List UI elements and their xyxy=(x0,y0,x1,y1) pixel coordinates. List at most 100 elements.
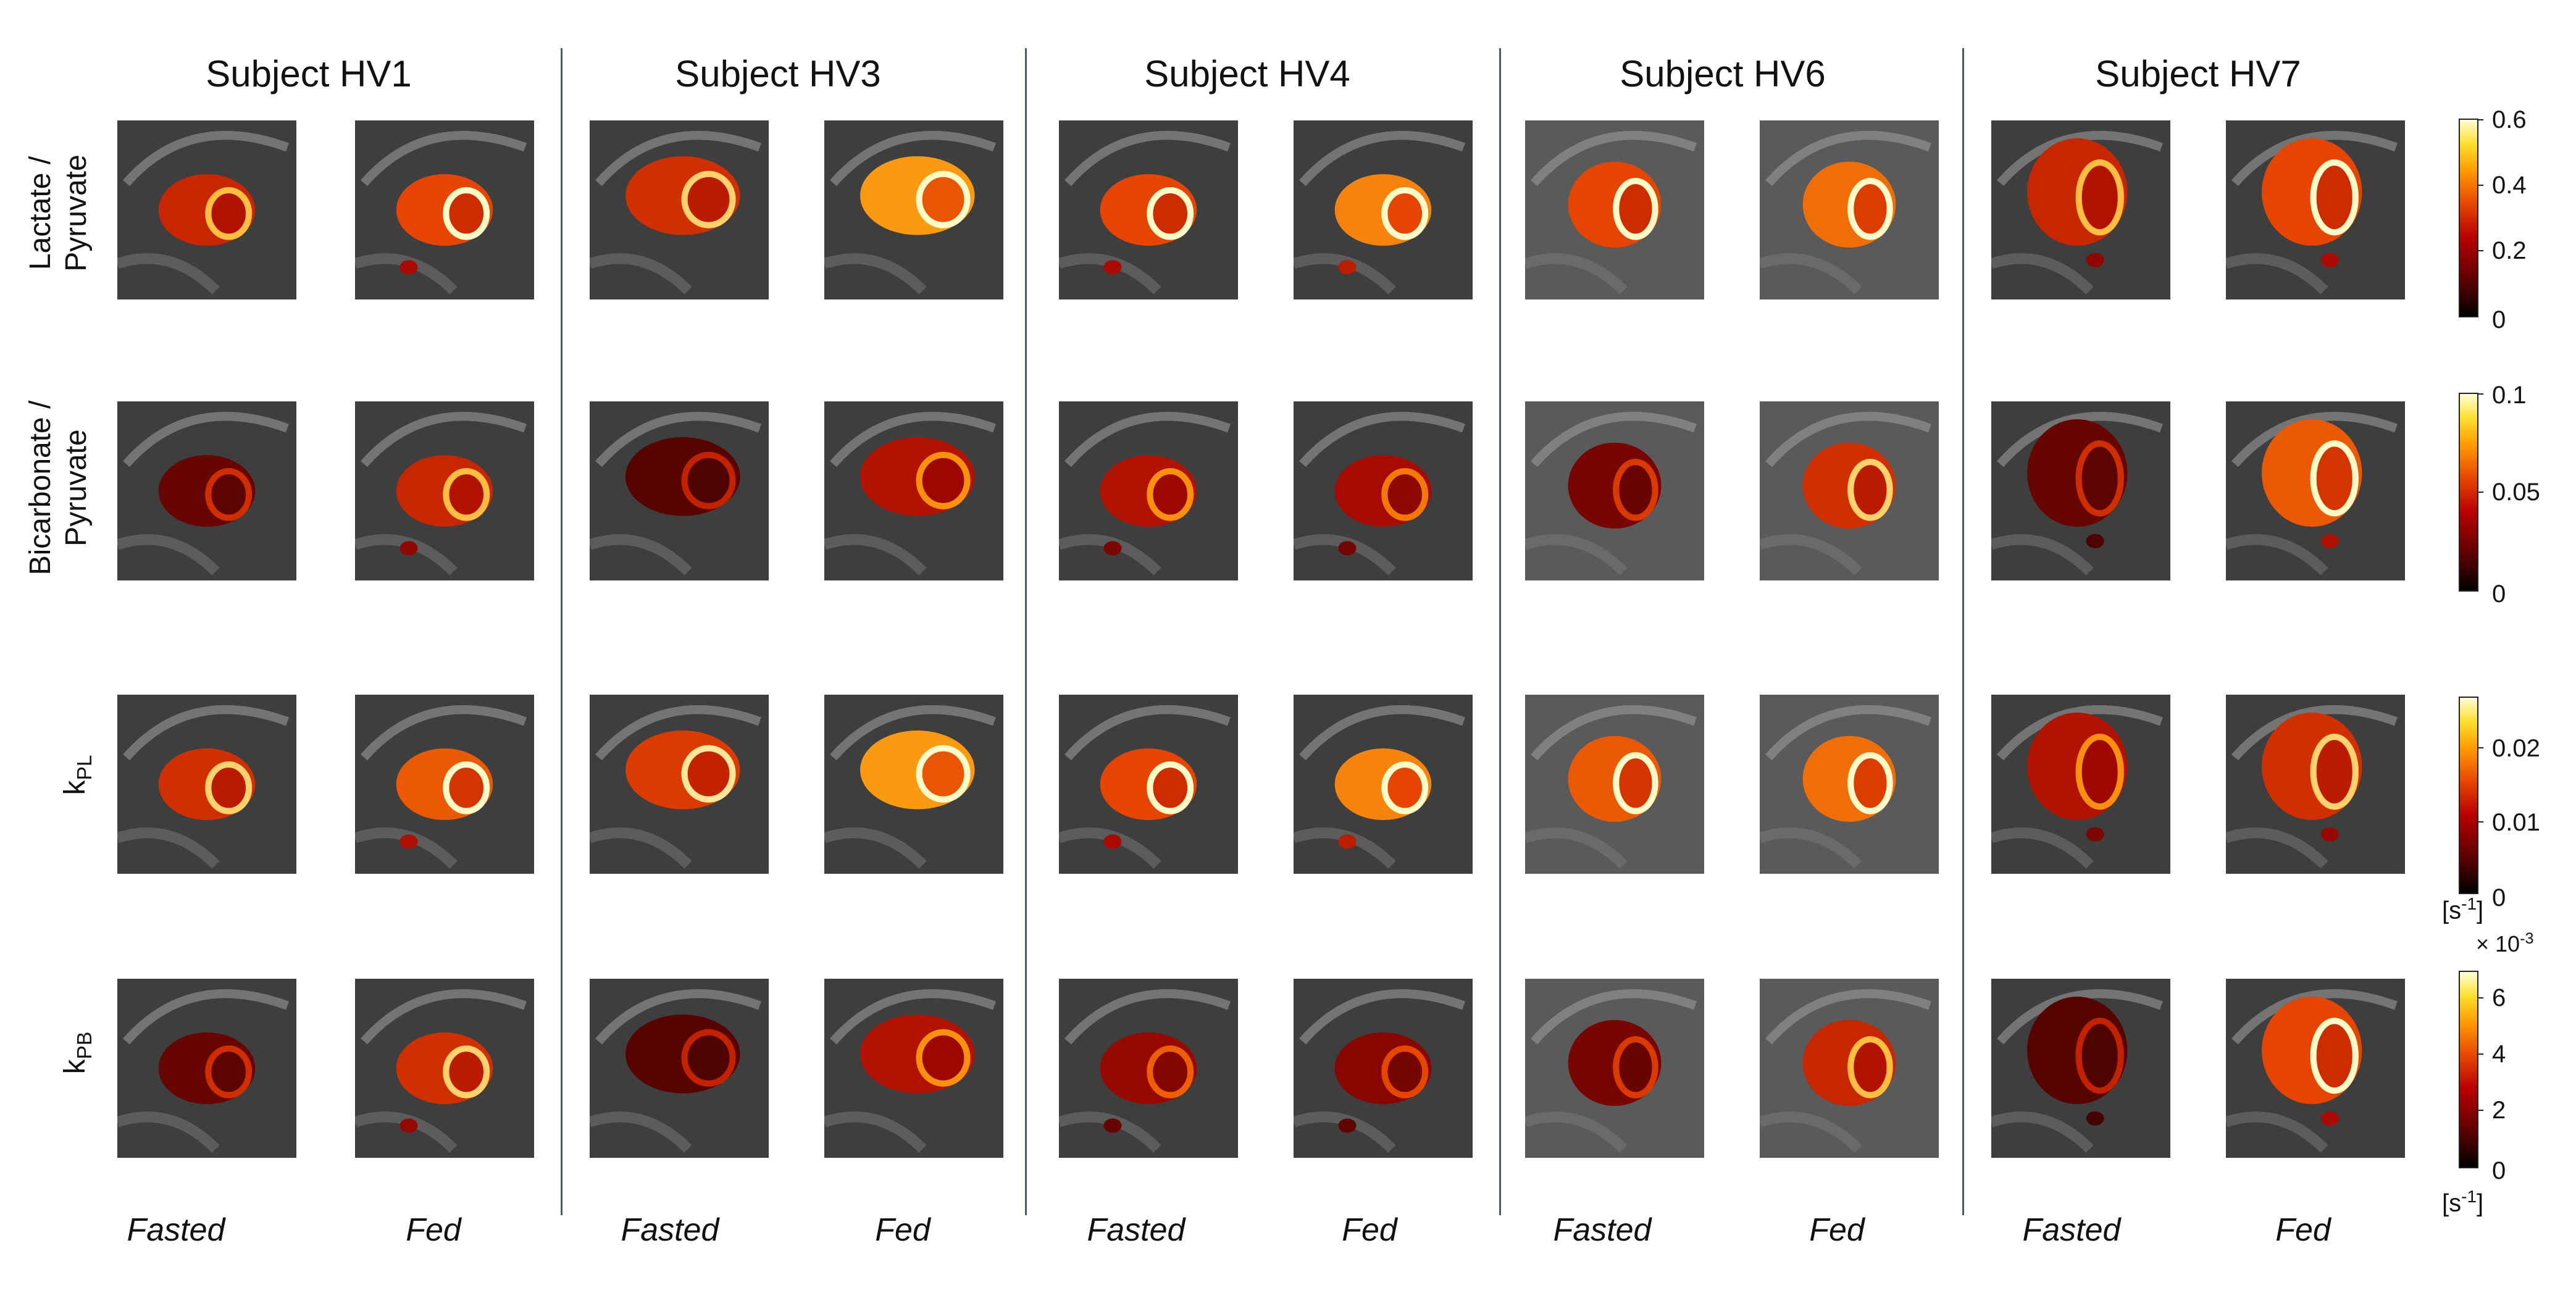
panel-bicarbonate-pyruvate-hv3-fasted xyxy=(590,401,769,580)
chest-wall xyxy=(1299,411,1465,467)
chest-wall xyxy=(123,989,289,1045)
panel-bicarbonate-pyruvate-hv3-fed xyxy=(824,401,1003,580)
ventricle-ring xyxy=(1381,761,1429,814)
panel-lactate-pyruvate-hv4-fed xyxy=(1294,120,1473,299)
cb-tickmark xyxy=(2477,1053,2483,1055)
panel-kpl-hv3-fed xyxy=(824,695,1003,874)
divider-3 xyxy=(1499,48,1501,1215)
panel-kpl-hv1-fasted xyxy=(117,695,296,874)
row-label-k: k xyxy=(59,1059,92,1074)
row-label-k: k xyxy=(59,780,92,795)
cardiac-image xyxy=(824,979,1003,1158)
vessel-overlay xyxy=(2086,534,2104,548)
colorbar1-tick: 0.4 xyxy=(2492,172,2527,199)
ventricle-ring xyxy=(1381,1045,1429,1099)
cardiac-image xyxy=(1294,979,1473,1158)
lower-anatomy xyxy=(1991,534,2094,576)
row-label-line1: Bicarbonate / xyxy=(24,400,57,576)
cb-tickmark xyxy=(2477,119,2483,120)
subject-title-hv7: Subject HV7 xyxy=(2095,53,2301,94)
lower-anatomy xyxy=(1525,827,1628,869)
cond-label-fasted-hv4: Fasted xyxy=(1087,1212,1186,1248)
panel-lactate-pyruvate-hv6-fed xyxy=(1760,120,1939,299)
panel-kpb-hv6-fasted xyxy=(1525,979,1704,1158)
cardiac-image xyxy=(1525,401,1704,580)
cardiac-image xyxy=(590,120,769,299)
panel-lactate-pyruvate-hv1-fasted xyxy=(117,120,296,299)
cardiac-image xyxy=(1760,695,1939,874)
panel-lactate-pyruvate-hv7-fasted xyxy=(1991,120,2170,299)
ventricle-ring xyxy=(1147,468,1194,521)
lower-anatomy xyxy=(1525,253,1628,295)
cond-label-fed-hv7: Fed xyxy=(2275,1212,2331,1248)
chest-wall xyxy=(830,411,996,467)
ventricle-ring xyxy=(1613,177,1658,240)
panel-kpl-hv6-fed xyxy=(1760,695,1939,874)
ventricle-ring xyxy=(1847,1036,1893,1099)
colorbar4-tick: 0 xyxy=(2492,1157,2506,1184)
ventricle-ring xyxy=(2075,734,2124,810)
row-label-kpl: kPL xyxy=(57,738,103,812)
ventricle-ring xyxy=(681,451,736,509)
colorbar-kpl xyxy=(2459,697,2478,894)
row-label-kpb: kPB xyxy=(57,1016,103,1090)
cardiac-image xyxy=(1059,979,1238,1158)
row-label-lactate-pyruvate: Lactate / Pyruvate xyxy=(23,114,94,312)
colorbar1-tick: 0 xyxy=(2492,306,2506,333)
cardiac-image xyxy=(1991,120,2170,299)
vessel-overlay xyxy=(1103,834,1122,849)
chest-wall xyxy=(1531,411,1697,467)
colorbar3-tick: 0 xyxy=(2492,884,2506,911)
lower-anatomy xyxy=(117,827,220,869)
subject-title-hv1: Subject HV1 xyxy=(206,53,412,94)
lower-anatomy xyxy=(2226,827,2328,869)
cardiac-image xyxy=(1294,401,1473,580)
ventricle-ring xyxy=(1613,1036,1658,1099)
chest-wall xyxy=(1997,989,2163,1045)
cardiac-image xyxy=(355,979,534,1158)
cardiac-image xyxy=(117,695,296,874)
colorbar4-unit: [s-1] xyxy=(2442,1187,2484,1217)
chest-wall xyxy=(1531,705,1697,761)
cb-tickmark xyxy=(2477,185,2483,186)
ventricle-ring xyxy=(916,170,971,228)
panel-lactate-pyruvate-hv7-fed xyxy=(2226,120,2405,299)
chest-wall xyxy=(830,130,996,186)
divider-4 xyxy=(1962,48,1964,1215)
panel-bicarbonate-pyruvate-hv6-fed xyxy=(1760,401,1939,580)
chest-wall xyxy=(2231,411,2398,467)
panel-lactate-pyruvate-hv4-fasted xyxy=(1059,120,1238,299)
chest-wall xyxy=(361,411,527,467)
colorbar4-tick: 4 xyxy=(2492,1040,2506,1068)
chest-wall xyxy=(1299,705,1465,761)
panel-bicarbonate-pyruvate-hv4-fed xyxy=(1294,401,1473,580)
cardiac-image xyxy=(1760,979,1939,1158)
divider-2 xyxy=(1025,48,1027,1215)
ventricle-ring xyxy=(1147,187,1194,240)
vessel-overlay xyxy=(2320,253,2339,267)
vessel-overlay xyxy=(1103,260,1122,275)
ventricle-ring xyxy=(681,170,736,228)
cardiac-image xyxy=(1294,695,1473,874)
cond-label-fasted-hv7: Fasted xyxy=(2022,1212,2121,1248)
panel-kpb-hv4-fed xyxy=(1294,979,1473,1158)
cardiac-image xyxy=(2226,120,2405,299)
panel-kpl-hv3-fasted xyxy=(590,695,769,874)
cardiac-image xyxy=(824,695,1003,874)
lower-anatomy xyxy=(1760,534,1862,576)
panel-bicarbonate-pyruvate-hv1-fed xyxy=(355,401,534,580)
colorbar-lactate-pyruvate xyxy=(2459,119,2478,317)
chest-wall xyxy=(361,130,527,186)
cardiac-image xyxy=(1525,120,1704,299)
panel-kpb-hv1-fasted xyxy=(117,979,296,1158)
divider-1 xyxy=(561,48,562,1215)
lower-anatomy xyxy=(590,1112,692,1153)
panel-kpl-hv6-fasted xyxy=(1525,695,1704,874)
chest-wall xyxy=(830,705,996,761)
lower-anatomy xyxy=(1525,534,1628,576)
ventricle-ring xyxy=(205,1045,253,1099)
subject-title-hv6: Subject HV6 xyxy=(1620,53,1826,94)
chest-wall xyxy=(2231,130,2398,186)
vessel-overlay xyxy=(2086,1111,2104,1126)
cb-tickmark xyxy=(2477,393,2483,395)
